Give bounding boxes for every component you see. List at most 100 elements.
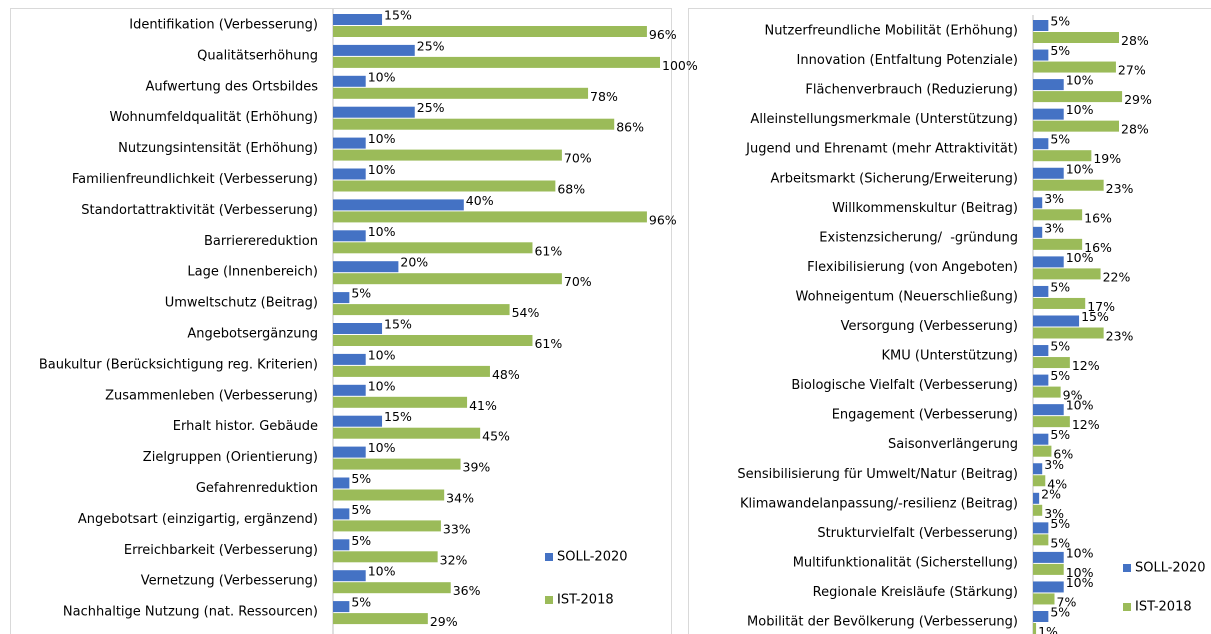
data-label: 10% <box>368 162 396 177</box>
bar <box>333 199 464 211</box>
data-label: 10% <box>1066 575 1094 590</box>
category-label: Multifunktionalität (Sicherstellung) <box>793 555 1018 570</box>
bar <box>1033 315 1080 327</box>
bar <box>333 149 562 161</box>
data-label: 10% <box>1066 545 1094 560</box>
bar <box>1033 611 1049 622</box>
legend-swatch <box>545 596 553 604</box>
bar <box>1033 32 1119 43</box>
data-label: 5% <box>351 595 371 610</box>
data-label: 23% <box>1106 181 1134 196</box>
bar <box>333 180 556 192</box>
data-label: 5% <box>1050 279 1070 294</box>
bar <box>1033 374 1049 386</box>
bar <box>333 323 383 334</box>
bar <box>1033 327 1104 339</box>
category-label: Zusammenleben (Verbesserung) <box>105 388 318 403</box>
bar <box>1033 209 1083 221</box>
data-label: 3% <box>1044 457 1064 472</box>
data-label: 15% <box>384 317 412 332</box>
chart-frame <box>10 8 672 634</box>
legend-label: IST-2018 <box>1135 600 1192 615</box>
bar <box>333 26 647 37</box>
data-label: 10% <box>368 440 396 455</box>
bar <box>1033 386 1061 398</box>
category-label: Vernetzung (Verbesserung) <box>141 574 318 589</box>
data-label: 10% <box>368 224 396 239</box>
category-label: Sensibilisierung für Umwelt/Natur (Beitr… <box>737 467 1018 482</box>
bar <box>1033 238 1083 250</box>
category-label: Nachhaltige Nutzung (nat. Ressourcen) <box>63 605 318 620</box>
data-label: 19% <box>1093 151 1121 166</box>
data-label: 5% <box>1050 516 1070 531</box>
category-label: Qualitätserhöhung <box>197 48 318 63</box>
chart-frame <box>688 8 1211 634</box>
legend-label: SOLL-2020 <box>557 550 628 565</box>
data-label: 10% <box>1066 398 1094 413</box>
data-label: 5% <box>351 502 371 517</box>
bar <box>333 539 350 551</box>
legend-swatch <box>545 553 553 561</box>
category-label: Baukultur (Berücksichtigung reg. Kriteri… <box>39 357 318 372</box>
category-label: Jugend und Ehrenamt (mehr Attraktivität) <box>745 142 1018 157</box>
bar <box>1033 522 1049 534</box>
bar <box>1033 138 1049 150</box>
bar <box>1033 108 1064 120</box>
bar <box>333 477 350 489</box>
bar <box>333 14 383 25</box>
bar <box>333 427 481 439</box>
data-label: 16% <box>1084 240 1112 255</box>
bar <box>1033 150 1092 162</box>
data-label: 10% <box>368 69 396 84</box>
category-label: Wohnumfeldqualität (Erhöhung) <box>110 110 318 125</box>
bar <box>1033 61 1116 73</box>
category-label: Gefahrenreduktion <box>196 481 318 496</box>
bar <box>1033 167 1064 179</box>
category-label: Umweltschutz (Beitrag) <box>165 296 318 311</box>
bar <box>333 601 350 613</box>
data-label: 5% <box>1050 339 1070 354</box>
bar <box>333 489 445 501</box>
bar <box>1033 297 1086 309</box>
data-label: 5% <box>1050 368 1070 383</box>
bar <box>333 384 366 396</box>
bar <box>333 273 562 285</box>
data-label: 9% <box>1063 388 1083 403</box>
data-label: 10% <box>1066 73 1094 88</box>
bar <box>333 396 468 408</box>
category-label: Innovation (Entfaltung Potenziale) <box>797 53 1018 68</box>
data-label: 28% <box>1121 122 1149 137</box>
data-label: 15% <box>384 8 412 23</box>
bar <box>1033 79 1064 91</box>
data-label: 29% <box>430 614 458 629</box>
bar <box>333 230 366 242</box>
bar <box>1033 197 1043 209</box>
category-label: Alleinstellungsmerkmale (Unterstützung) <box>750 112 1018 127</box>
data-label: 70% <box>564 274 592 289</box>
bar <box>333 106 415 118</box>
bar <box>333 365 490 377</box>
bar <box>1033 226 1043 238</box>
data-label: 28% <box>1121 33 1149 48</box>
bar <box>1033 534 1049 546</box>
bar <box>333 242 533 254</box>
data-label: 45% <box>482 429 510 444</box>
category-label: Mobilität der Bevölkerung (Verbesserung) <box>747 615 1018 630</box>
data-label: 3% <box>1044 506 1064 521</box>
data-label: 5% <box>1050 535 1070 550</box>
category-label: Barrierereduktion <box>204 234 318 249</box>
data-label: 29% <box>1124 92 1152 107</box>
bar <box>1033 416 1070 428</box>
data-label: 36% <box>453 583 481 598</box>
data-label: 5% <box>351 471 371 486</box>
bar <box>333 570 366 582</box>
bar <box>333 520 441 532</box>
data-label: 10% <box>368 564 396 579</box>
data-label: 20% <box>400 255 428 270</box>
category-label: KMU (Unterstützung) <box>882 349 1019 364</box>
bar <box>333 87 589 99</box>
bar <box>333 261 399 273</box>
category-label: Zielgruppen (Orientierung) <box>143 450 318 465</box>
category-label: Angebotsergänzung <box>187 327 318 342</box>
